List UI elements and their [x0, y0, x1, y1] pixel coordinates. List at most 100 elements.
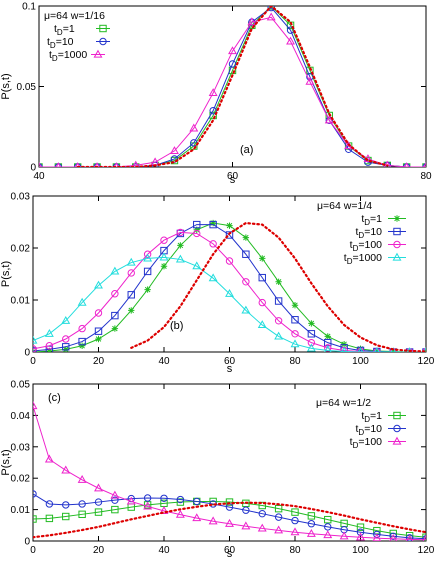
data-point-0: [405, 531, 414, 540]
data-point-2: [127, 269, 135, 277]
data-point-2: [94, 483, 103, 492]
data-point-2: [422, 534, 426, 541]
data-point-1: [209, 220, 217, 229]
data-point-1: [373, 530, 381, 539]
data-point-1: [143, 494, 152, 502]
plot-area: [33, 401, 426, 541]
data-point-2: [61, 465, 71, 474]
data-point-3: [208, 273, 218, 282]
legend-swatch-marker: [393, 424, 401, 433]
data-point-3: [33, 335, 38, 344]
legend-swatch-marker: [393, 240, 401, 249]
data-point-1: [132, 163, 140, 167]
panel-2: 0 20 40 60 80 100 120 0 0.01 0.02 0.03 0.04 0.05 s P(s…: [0, 380, 435, 561]
data-point-2: [241, 521, 251, 530]
data-point-2: [160, 236, 168, 244]
data-point-2: [372, 533, 382, 541]
data-point-0: [94, 508, 103, 516]
data-point-2: [383, 160, 391, 167]
data-point-0: [46, 347, 53, 352]
plot-area: [39, 6, 426, 167]
legend-swatch-marker: [393, 215, 401, 222]
x-tick-label: 100: [352, 545, 369, 556]
data-point-1: [209, 106, 217, 115]
data-point-2: [78, 324, 86, 333]
data-point-1: [111, 311, 119, 320]
x-tick-label: 20: [93, 356, 105, 367]
data-point-1: [258, 509, 266, 518]
data-point-0: [128, 307, 135, 314]
series-line-0: [33, 500, 426, 538]
data-point-0: [324, 333, 331, 340]
panel-1: 0 20 40 60 80 100 120 0 0.01 0.02 0.03 s P(s,t) (b) μ=…: [0, 192, 435, 376]
data-point-2: [242, 278, 250, 286]
data-point-3: [257, 320, 267, 329]
y-tick-label: 0.02: [11, 244, 31, 255]
y-axis-label: P(s,t): [0, 73, 12, 99]
data-point-2: [307, 338, 316, 347]
y-tick-label: 0: [24, 537, 30, 548]
data-point-0: [177, 242, 184, 249]
x-tick-label: 40: [158, 545, 170, 556]
data-point-0: [33, 515, 37, 523]
data-point-0: [62, 512, 70, 521]
data-point-3: [110, 266, 120, 275]
data-point-2: [126, 496, 136, 505]
legend-title: μ=64 w=1/4: [317, 200, 372, 212]
data-point-2: [208, 88, 218, 97]
data-point-0: [176, 498, 185, 506]
legend-entry-label: tD=100: [350, 436, 383, 450]
x-axis-label: s: [230, 174, 236, 186]
data-point-2: [247, 17, 257, 26]
y-tick-label: 0.03: [11, 192, 31, 203]
y-tick-label: 0.03: [11, 442, 31, 453]
y-tick-label: 0.05: [17, 82, 37, 93]
data-point-0: [259, 255, 266, 262]
data-point-2: [324, 115, 334, 124]
data-point-1: [143, 267, 152, 276]
data-point-3: [159, 252, 169, 261]
data-point-0: [242, 234, 250, 241]
data-point-2: [176, 228, 185, 237]
plot-frame: [38, 5, 427, 168]
data-point-1: [389, 532, 397, 540]
data-point-2: [44, 454, 54, 463]
legend-entry-label: tD=10: [355, 226, 382, 240]
data-point-1: [94, 327, 103, 335]
y-tick-label: 0.04: [11, 411, 31, 422]
data-point-2: [33, 345, 37, 352]
plot-frame: [32, 195, 427, 353]
data-point-0: [267, 6, 275, 10]
y-tick-label: 0: [24, 348, 30, 359]
data-point-2: [305, 76, 315, 85]
data-point-1: [176, 495, 185, 504]
data-point-0: [325, 111, 333, 120]
series-line-2: [33, 231, 426, 352]
plot-area: [33, 219, 426, 352]
panel-label: (a): [240, 144, 253, 156]
data-point-1: [228, 60, 237, 68]
data-point-0: [308, 320, 315, 327]
data-point-1: [307, 330, 316, 338]
data-point-2: [45, 342, 54, 350]
data-point-2: [403, 162, 410, 167]
series-line-2: [33, 405, 426, 541]
data-point-3: [126, 257, 136, 266]
series-line-1: [33, 224, 426, 352]
data-point-2: [274, 317, 283, 325]
x-axis-label: s: [227, 363, 233, 375]
x-tick-label: 80: [289, 356, 301, 367]
data-point-3: [306, 343, 316, 352]
panel-label: (c): [48, 392, 61, 404]
data-point-2: [266, 12, 276, 21]
data-point-3: [274, 331, 284, 340]
data-point-3: [61, 315, 71, 324]
data-point-0: [275, 278, 282, 285]
data-point-3: [324, 345, 332, 352]
data-point-1: [324, 523, 332, 531]
x-tick-label: 40: [158, 356, 170, 367]
